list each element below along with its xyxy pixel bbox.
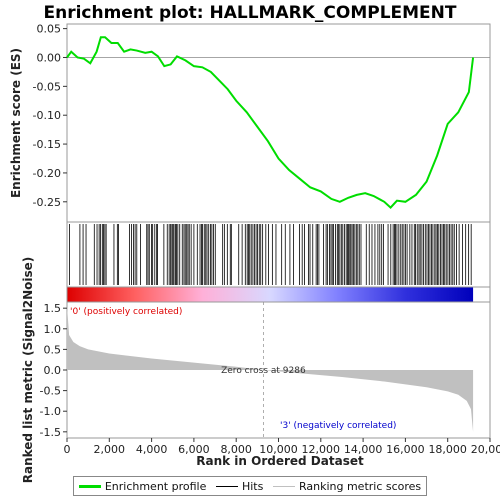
metric-y-tick-label: -0.5 <box>40 385 61 398</box>
metric-y-tick-label: 1.0 <box>44 323 62 336</box>
metric-y-ticks: 1.5 1.0 0.5 0.0 -0.5 -1.0 -1.5 <box>40 302 67 439</box>
es-y-tick-label: 0.05 <box>37 23 62 36</box>
x-tick-label: 14,000 <box>344 443 383 456</box>
legend-ranking: Ranking metric scores <box>272 479 422 493</box>
x-tick-label: 2,000 <box>94 443 126 456</box>
legend-ranking-label: Ranking metric scores <box>298 479 422 493</box>
es-y-tick-label: -0.10 <box>33 109 61 122</box>
x-tick-label: 6,000 <box>178 443 210 456</box>
x-tick-label: 20,000 <box>471 443 500 456</box>
enrichment-swatch <box>78 484 101 488</box>
legend-enrichment: Enrichment profile <box>78 479 207 493</box>
x-tick-label: 16,000 <box>386 443 425 456</box>
x-axis-ticks: 0 2,000 4,000 6,000 8,000 10,000 12,000 14,000 1… <box>64 438 500 456</box>
x-axis-label: Rank in Ordered Dataset <box>196 454 364 468</box>
es-y-tick-label: -0.20 <box>33 167 61 180</box>
es-y-axis-label: Enrichment score (ES) <box>9 48 23 198</box>
hits-swatch <box>215 485 238 487</box>
es-y-tick-label: 0.00 <box>37 51 62 64</box>
ranking-metric-area <box>67 306 474 432</box>
metric-y-tick-label: 0.5 <box>44 343 62 356</box>
metric-y-tick-label: 0.0 <box>44 364 62 377</box>
legend-enrichment-label: Enrichment profile <box>104 479 207 493</box>
negative-correlation-label: '3' (negatively correlated) <box>280 421 396 431</box>
es-y-tick-label: -0.15 <box>33 138 61 151</box>
x-tick-label: 8,000 <box>220 443 252 456</box>
x-tick-label: 0 <box>64 443 71 456</box>
x-tick-label: 18,000 <box>428 443 467 456</box>
zero-cross-label: Zero cross at 9286 <box>221 366 306 376</box>
metric-y-tick-label: -1.5 <box>40 426 61 439</box>
x-tick-label: 10,000 <box>259 443 298 456</box>
metric-y-axis-label: Ranked list metric (Signal2Noise) <box>21 257 35 484</box>
legend-hits-label: Hits <box>241 479 264 493</box>
hit-markers <box>69 224 472 285</box>
positive-correlation-label: '0' (positively correlated) <box>70 307 182 317</box>
x-tick-label: 4,000 <box>136 443 168 456</box>
enrichment-profile-line <box>66 36 475 209</box>
chart-title: Enrichment plot: HALLMARK_COMPLEMENT <box>43 3 456 23</box>
legend: Enrichment profile Hits Ranking metric s… <box>73 476 427 496</box>
legend-hits: Hits <box>215 479 264 493</box>
ranked-heatmap-bar <box>67 287 474 302</box>
metric-y-tick-label: -1.0 <box>40 405 61 418</box>
metric-y-tick-label: 1.5 <box>44 302 62 315</box>
es-y-tick-label: -0.25 <box>33 196 61 209</box>
ranking-swatch <box>272 485 295 487</box>
es-panel-frame <box>66 23 491 223</box>
es-y-tick-label: -0.05 <box>33 80 61 93</box>
hits-panel-frame <box>66 221 491 288</box>
x-tick-label: 12,000 <box>302 443 341 456</box>
es-y-ticks: 0.05 0.00 -0.05 -0.10 -0.15 -0.20 -0.25 <box>33 23 67 209</box>
